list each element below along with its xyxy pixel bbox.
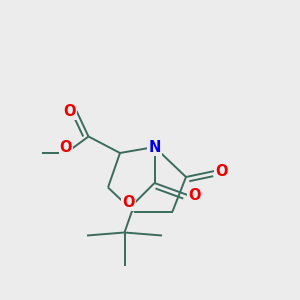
Text: O: O — [64, 103, 76, 118]
Text: N: N — [148, 140, 161, 154]
Text: O: O — [60, 140, 72, 155]
Text: O: O — [122, 195, 135, 210]
Text: O: O — [215, 164, 227, 178]
Text: O: O — [188, 188, 200, 202]
